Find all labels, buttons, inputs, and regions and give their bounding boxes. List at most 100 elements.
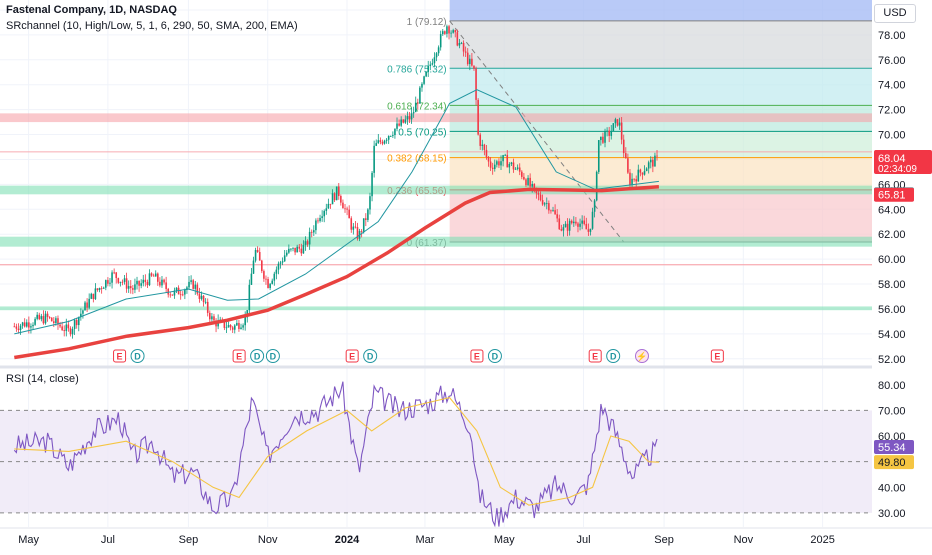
dividend-marker[interactable] (363, 349, 378, 363)
candle-body (417, 102, 419, 104)
candle-body (42, 316, 45, 324)
candle-body (531, 183, 534, 187)
candle-body (84, 302, 86, 311)
earnings-marker[interactable] (345, 349, 359, 363)
candle-body (622, 139, 625, 154)
sr-zone (0, 151, 872, 153)
candle-body (396, 123, 398, 129)
candle-body (367, 209, 369, 220)
candle-body (502, 155, 504, 162)
candle-body (190, 280, 192, 282)
candle-body (512, 162, 515, 170)
candle-body (252, 260, 255, 274)
candle-body (233, 325, 236, 330)
event-marker-label: ⚡ (636, 351, 647, 363)
indicator-label[interactable]: SRchannel (10, High/Low, 5, 1, 6, 290, 5… (6, 20, 298, 32)
candle-body (36, 314, 38, 319)
candle-body (637, 169, 640, 182)
candle-body (308, 231, 311, 245)
earnings-marker[interactable] (710, 349, 724, 363)
candle-body (344, 208, 346, 210)
candle-body (310, 231, 313, 233)
dividend-marker[interactable] (250, 349, 265, 363)
candle-body (279, 262, 282, 264)
candle-body (523, 176, 525, 180)
candle-body (292, 247, 294, 249)
event-marker-label: D (134, 352, 141, 362)
rsi-line (13, 381, 658, 528)
rsi-tick-label: 30.00 (878, 508, 906, 520)
candle-body (325, 208, 328, 211)
candle-body (504, 154, 506, 156)
time-tick-label: Nov (734, 534, 754, 546)
candle-body (119, 281, 122, 283)
candle-body (192, 280, 194, 289)
candle-body (612, 123, 615, 131)
candle-body (98, 287, 101, 291)
candle-body (429, 64, 432, 66)
event-marker-label: D (254, 352, 261, 362)
candle-body (275, 269, 278, 274)
candle-body (427, 65, 430, 72)
candle-body (450, 32, 452, 34)
candle-body (111, 272, 113, 283)
candle-body (34, 318, 36, 325)
candle-body (539, 194, 542, 201)
candle-body (564, 223, 567, 228)
candle-body (265, 278, 267, 280)
currency-button[interactable]: USD (874, 4, 916, 23)
candle-body (639, 169, 642, 173)
candle-body (581, 220, 583, 224)
candle-body (387, 135, 390, 140)
candle-body (236, 322, 238, 326)
time-tick-label: Jul (101, 534, 115, 546)
dividend-marker[interactable] (606, 349, 621, 363)
candle-body (552, 210, 554, 211)
earnings-marker[interactable] (113, 349, 127, 363)
split-marker[interactable] (634, 349, 649, 363)
candle-body (327, 203, 330, 209)
earnings-marker[interactable] (232, 349, 246, 363)
sr-zone (0, 113, 872, 123)
earnings-marker[interactable] (588, 349, 602, 363)
candle-body (244, 317, 246, 326)
candle-body (625, 153, 627, 159)
candle-body (77, 317, 80, 326)
candle-body (165, 282, 167, 289)
candle-body (454, 30, 457, 33)
price-tick-label: 60.00 (878, 254, 906, 266)
candle-body (55, 318, 57, 324)
candle-body (485, 149, 488, 158)
candle-body (19, 325, 22, 330)
candle-body (591, 211, 594, 229)
dividend-marker[interactable] (265, 349, 280, 363)
candle-body (144, 279, 147, 282)
event-marker-label: D (492, 352, 499, 362)
candle-body (50, 317, 53, 322)
candle-body (48, 316, 51, 318)
candle-body (381, 141, 384, 144)
candle-body (369, 196, 371, 210)
candle-body (464, 51, 467, 53)
candle-body (148, 273, 151, 286)
candle-body (46, 313, 49, 317)
dividend-marker[interactable] (487, 349, 502, 363)
earnings-marker[interactable] (470, 349, 484, 363)
candle-body (560, 229, 563, 231)
candle-body (383, 140, 386, 144)
rsi-tick-label: 40.00 (878, 482, 906, 494)
candle-body (500, 161, 502, 166)
candle-body (125, 278, 128, 289)
candle-body (562, 227, 565, 231)
candle-body (356, 227, 359, 239)
candle-body (533, 183, 536, 188)
dividend-marker[interactable] (130, 349, 145, 363)
rsi-label[interactable]: RSI (14, close) (6, 373, 79, 385)
candle-body (319, 217, 321, 222)
candle-body (13, 326, 16, 328)
candle-body (444, 31, 446, 34)
candle-body (181, 294, 184, 296)
candle-body (23, 322, 26, 327)
